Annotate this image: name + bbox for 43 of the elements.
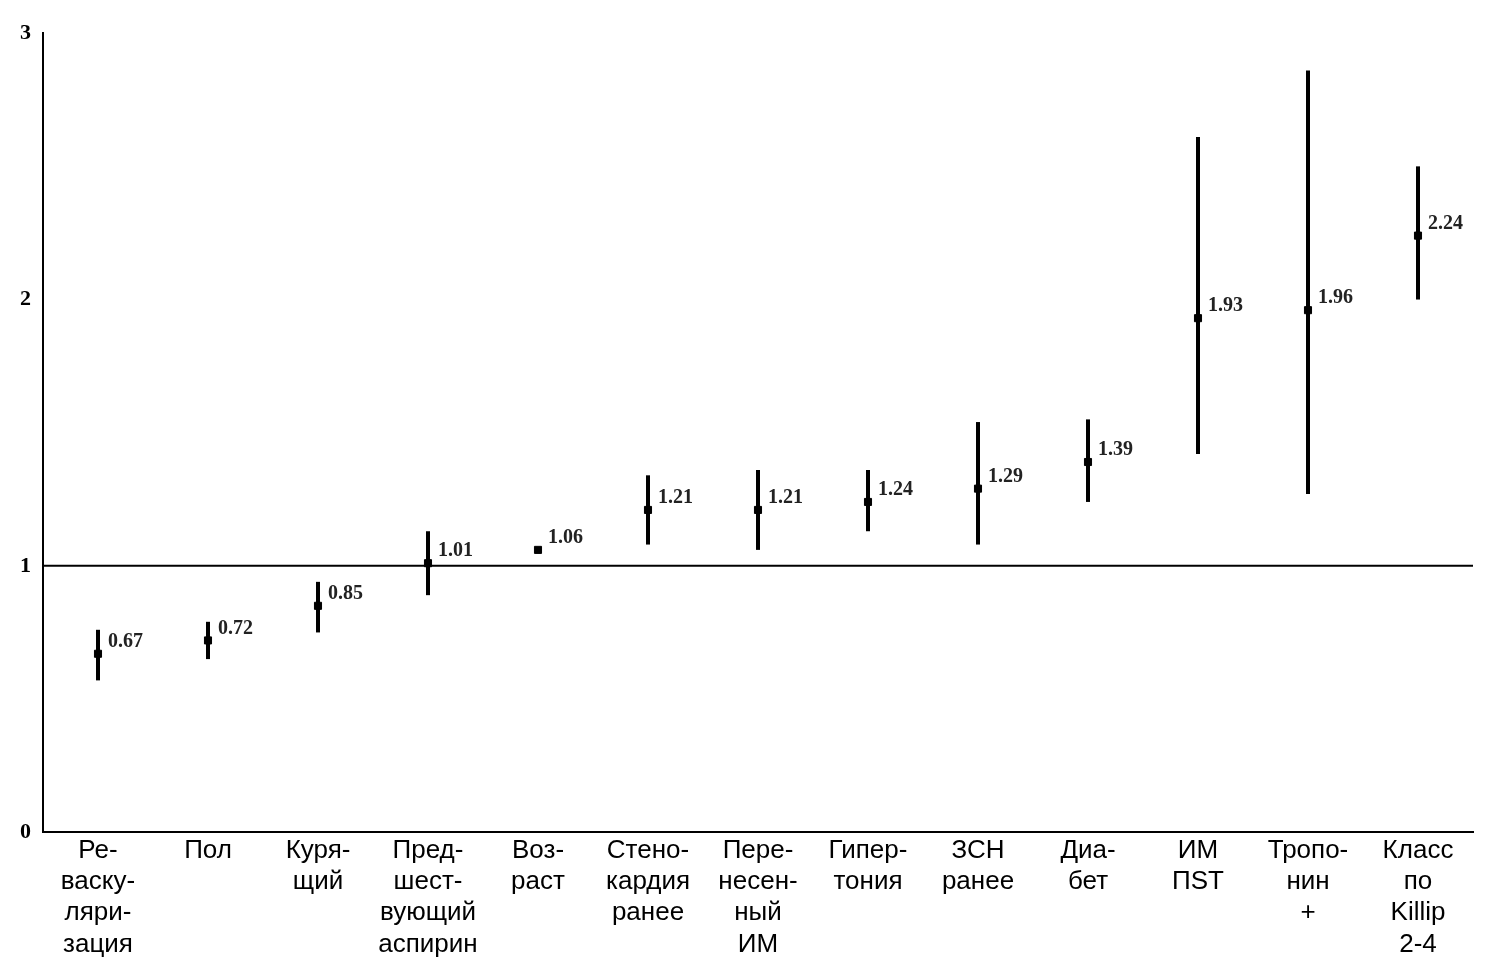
x-tick-label: Пред- шест- вующий аспирин [378, 833, 478, 958]
y-tick-label: 3 [20, 18, 31, 44]
data-label: 1.01 [438, 538, 473, 561]
y-tick-label: 2 [20, 285, 31, 311]
data-label: 0.85 [328, 580, 363, 603]
x-tick-label: Пол [184, 833, 232, 864]
x-tick-label: Куря- щий [285, 833, 351, 896]
x-tick-label: Стено- кардия ранее [605, 833, 691, 927]
data-label: 1.06 [548, 525, 583, 548]
data-label: 1.29 [988, 463, 1023, 486]
point [423, 559, 433, 568]
y-tick-label: 0 [20, 817, 31, 843]
x-tick-label: Диа- бет [1060, 833, 1116, 896]
x-tick-label: Воз- раст [511, 833, 566, 896]
point [1083, 457, 1093, 467]
data-label: 2.24 [1428, 210, 1463, 233]
x-tick-label: Гипер- тония [828, 833, 908, 896]
point [1413, 231, 1423, 240]
x-tick-label: Тропо- нин + [1267, 833, 1349, 927]
point [643, 505, 653, 514]
point [1303, 306, 1313, 315]
x-tick-label: ЗСН ранее [941, 833, 1015, 896]
data-label: 1.39 [1098, 437, 1133, 460]
x-tick-label: Класс по Killip 2-4 [1382, 833, 1454, 958]
data-label: 1.21 [658, 485, 693, 508]
data-label: 1.21 [768, 485, 803, 508]
point [1193, 314, 1203, 323]
data-label: 1.93 [1208, 293, 1243, 316]
x-tick-label: ИМ ПST [1172, 833, 1225, 896]
data-label: 0.72 [218, 615, 253, 638]
point [93, 649, 103, 658]
data-label: 1.24 [878, 477, 913, 500]
point [313, 601, 323, 610]
y-tick-label: 1 [20, 551, 31, 577]
data-label: 1.96 [1318, 285, 1353, 308]
point [753, 505, 763, 514]
point [203, 636, 213, 645]
point [973, 484, 983, 493]
x-tick-label: Пере- несен- ный ИМ [718, 833, 798, 958]
x-tick-label: Ре- васку- ляри- зация [60, 833, 136, 958]
point [533, 545, 543, 554]
data-label: 0.67 [108, 628, 143, 651]
point [863, 497, 873, 506]
